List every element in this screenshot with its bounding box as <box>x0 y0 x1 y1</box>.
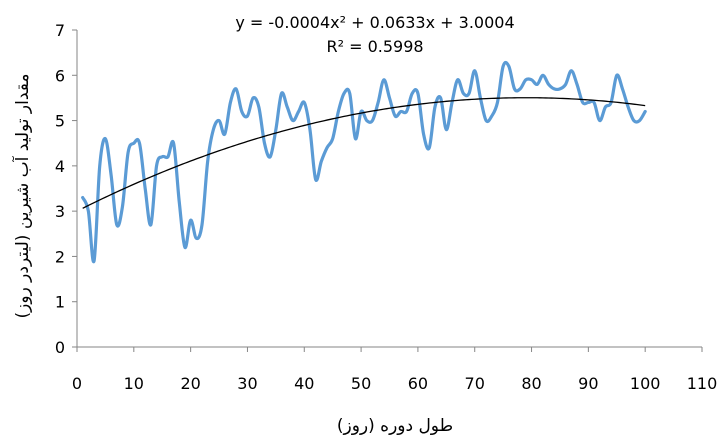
x-tick-label: 60 <box>408 374 428 393</box>
x-tick-label: 70 <box>465 374 485 393</box>
y-tick-label: 0 <box>55 338 65 357</box>
x-tick-label: 80 <box>521 374 541 393</box>
axes <box>76 30 702 348</box>
y-tick-label: 3 <box>55 202 65 221</box>
x-axis-title: طول دوره (روز) <box>337 416 453 436</box>
x-tick-label: 40 <box>294 374 314 393</box>
y-axis-title: مقدار تولید آب شیرین (لیتردر روز) <box>11 74 33 319</box>
x-tick-label: 110 <box>687 374 718 393</box>
x-tick-label: 10 <box>124 374 144 393</box>
x-tick-label: 90 <box>578 374 598 393</box>
y-tick-label: 1 <box>55 293 65 312</box>
y-tick-label: 4 <box>55 157 65 176</box>
y-tick-labels: 0 1 2 3 4 5 6 7 <box>55 21 77 357</box>
x-tick-labels: 0 10 20 30 40 50 60 70 80 90 100 110 <box>72 347 717 393</box>
x-tick-label: 0 <box>72 374 82 393</box>
x-tick-label: 30 <box>237 374 257 393</box>
y-tick-label: 6 <box>55 66 65 85</box>
y-tick-label: 2 <box>55 247 65 266</box>
trendline <box>82 97 646 209</box>
r-squared-label: R² = 0.5998 <box>326 37 423 56</box>
x-tick-label: 100 <box>630 374 661 393</box>
x-tick-label: 50 <box>351 374 371 393</box>
y-tick-label: 5 <box>55 112 65 131</box>
y-tick-label: 7 <box>55 21 65 40</box>
x-tick-label: 20 <box>180 374 200 393</box>
series-line <box>81 60 647 264</box>
trendline-equation: y = -0.0004x² + 0.0633x + 3.0004 <box>235 13 514 32</box>
